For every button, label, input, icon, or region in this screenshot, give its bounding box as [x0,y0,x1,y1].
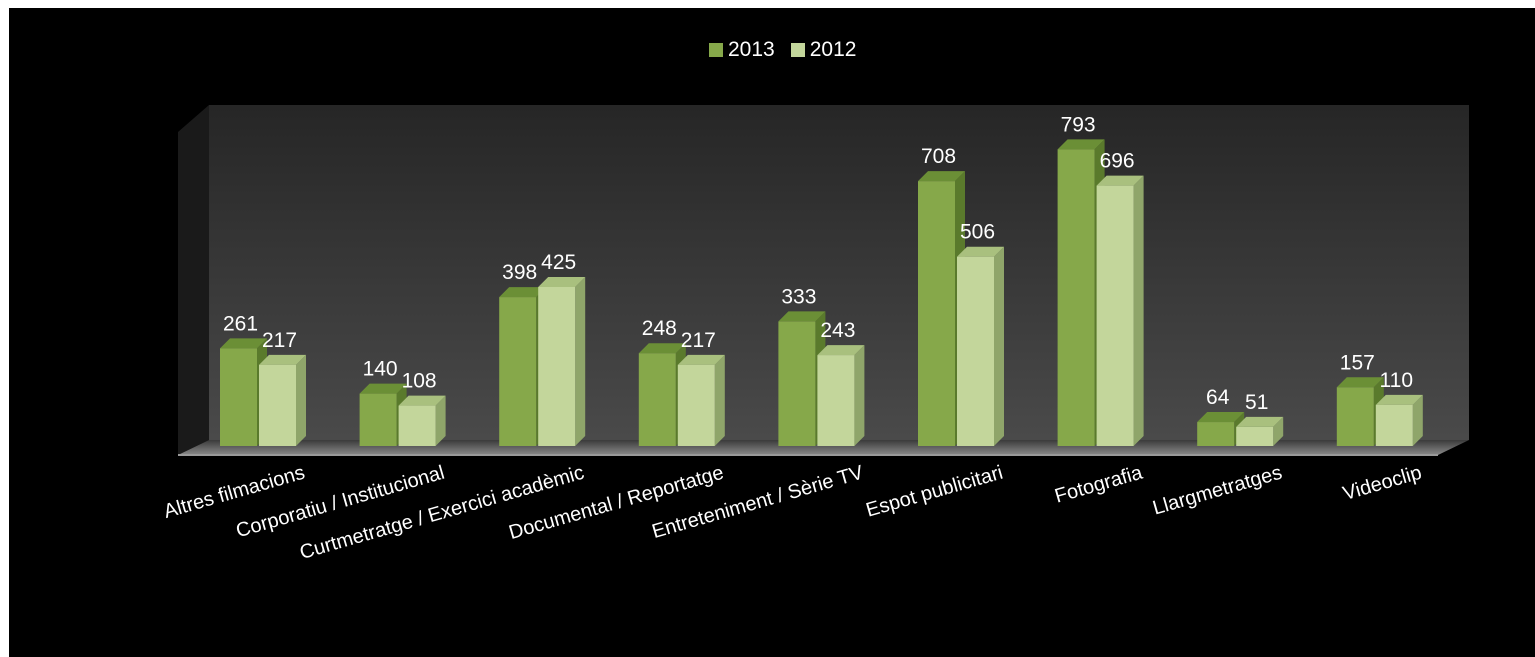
bar-top [1375,394,1423,405]
bar-front [499,297,537,446]
bar-2012-4 [817,345,865,446]
bar-top [1197,412,1245,423]
legend-item-2013: 2013 [709,38,775,62]
x-tick-label-8: Videoclip [1340,462,1424,505]
data-label-2012-5: 506 [960,221,995,244]
bar-side [854,345,865,446]
chart-side-wall [178,105,209,455]
bar-top [1096,175,1144,186]
bar-side [435,395,446,446]
bar-2012-6 [1096,175,1144,446]
bar-side [575,277,586,446]
data-label-2013-6: 793 [1061,113,1096,136]
bar-side [296,354,306,446]
data-label-2013-4: 333 [781,285,816,308]
data-label-2013-7: 64 [1206,386,1230,409]
bar-top [220,338,267,349]
bar-top [1236,416,1284,427]
data-label-2012-0: 217 [262,329,297,352]
legend-swatch-2013 [709,43,723,57]
bar-2012-0 [259,354,306,446]
bar-top [1057,139,1105,150]
bar-front [359,393,397,446]
bar-top [778,311,826,322]
data-label-2012-2: 425 [541,251,576,274]
x-tick-label-5: Espot publicitari [864,462,1006,522]
legend-item-2012: 2012 [790,38,857,62]
bar-side [1412,394,1423,446]
bar-front [638,353,676,446]
bar-top [957,246,1004,257]
bar-top [538,277,586,287]
bar-2012-3 [677,354,725,446]
bar-top [398,395,446,406]
bar-2012-1 [398,395,446,446]
legend: 2013 2012 [709,38,856,62]
data-label-2013-2: 398 [502,261,537,284]
data-label-2013-5: 708 [921,145,956,168]
x-tick-label-7: Llargmetratges [1150,462,1284,520]
bar-top [259,354,306,365]
bar-front [538,287,576,446]
bar-2012-7 [1236,416,1284,446]
bar-front [1096,185,1134,446]
data-label-2013-0: 261 [223,312,258,335]
bar-side [1133,175,1144,446]
data-label-2013-8: 157 [1340,351,1375,374]
bar-front [1336,387,1374,446]
legend-label-2012: 2012 [809,38,857,61]
bar-top [817,345,865,356]
data-label-2013-3: 248 [642,317,677,340]
legend-label-2013: 2013 [728,38,775,61]
bar-side [1273,416,1284,446]
data-label-2012-3: 217 [681,329,716,352]
bar-front [398,405,436,446]
data-label-2012-1: 108 [402,370,437,393]
bar-front [957,256,994,446]
bar-front [1057,149,1095,446]
data-label-2012-6: 696 [1100,150,1135,173]
bar-front [778,321,816,446]
bar-top [499,287,547,298]
bar-front [1197,422,1235,446]
data-label-2013-1: 140 [363,358,398,381]
bar-top [1336,377,1384,388]
bar-front [1236,426,1274,446]
data-label-2012-7: 51 [1245,391,1268,414]
bar-2012-2 [538,277,586,446]
bar-front [1375,404,1413,446]
bar-front [220,348,257,446]
bar-top [638,343,686,354]
legend-swatch-2012 [790,43,805,57]
chart-area: 261 217 140 108 398 425 248 217 333 243 708 506 793 6… [9,8,1535,657]
bar-front [259,364,296,446]
bar-top [359,383,407,394]
bar-side [714,354,725,446]
bar-front [918,181,955,447]
bar-front [677,364,715,446]
x-tick-label-6: Fotografia [1052,461,1145,507]
bar-2012-5 [957,246,1004,446]
data-label-2012-8: 110 [1380,369,1413,392]
bar-top [677,354,725,365]
bar-side [994,246,1004,446]
bar-2012-8 [1375,394,1423,446]
data-label-2012-4: 243 [820,319,855,342]
bar-front [817,355,855,446]
bar-top [918,171,965,182]
